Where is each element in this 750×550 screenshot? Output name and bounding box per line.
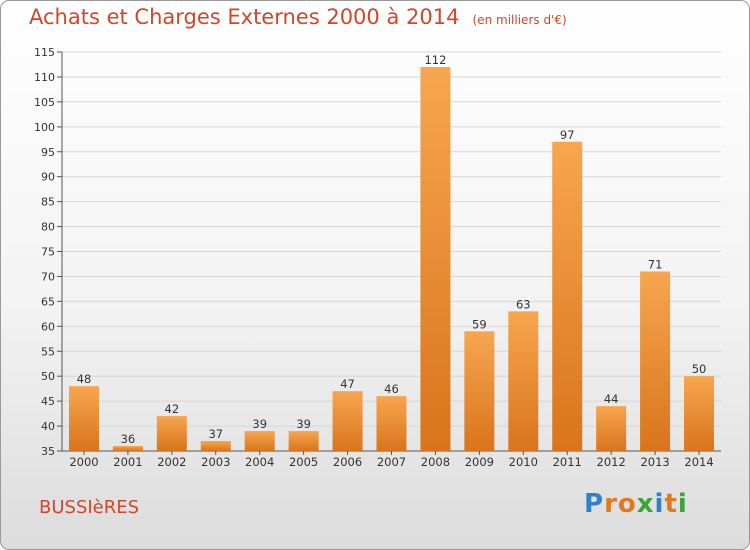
bar-value-label: 112	[424, 53, 446, 67]
y-tick-label: 70	[41, 270, 55, 283]
bar-value-label: 50	[692, 362, 707, 376]
bar	[376, 396, 407, 451]
x-tick-label: 2005	[289, 455, 318, 469]
bar-value-label: 44	[604, 392, 619, 406]
bar	[156, 416, 187, 451]
y-tick-label: 60	[41, 320, 55, 333]
x-tick-label: 2007	[377, 455, 406, 469]
bar	[112, 446, 143, 451]
x-tick-label: 2001	[113, 455, 142, 469]
bar	[200, 441, 231, 451]
bar-value-label: 42	[165, 402, 180, 416]
bar	[684, 376, 715, 451]
chart-title: Achats et Charges Externes 2000 à 2014	[29, 5, 460, 29]
y-tick-label: 75	[41, 246, 55, 259]
y-tick-label: 50	[41, 370, 55, 383]
x-tick-label: 2012	[597, 455, 626, 469]
bar	[640, 271, 671, 451]
bar-value-label: 71	[648, 257, 663, 271]
bar-value-label: 46	[384, 382, 399, 396]
bar-value-label: 37	[208, 427, 223, 441]
y-tick-label: 105	[34, 96, 55, 109]
x-tick-label: 2013	[640, 455, 669, 469]
bar	[68, 386, 99, 451]
x-tick-label: 2014	[684, 455, 713, 469]
y-tick-label: 35	[41, 445, 55, 458]
x-tick-label: 2002	[157, 455, 186, 469]
y-tick-label: 45	[41, 395, 55, 408]
bar-value-label: 48	[77, 372, 92, 386]
bar-value-label: 39	[296, 417, 311, 431]
bar	[288, 431, 319, 451]
bar	[552, 141, 583, 451]
y-tick-label: 115	[34, 46, 55, 59]
x-tick-label: 2010	[509, 455, 538, 469]
x-tick-label: 2011	[553, 455, 582, 469]
x-tick-label: 2003	[201, 455, 230, 469]
y-tick-label: 110	[34, 71, 55, 84]
bar	[508, 311, 539, 451]
chart-title-row: Achats et Charges Externes 2000 à 2014 (…	[29, 5, 567, 29]
x-tick-label: 2004	[245, 455, 274, 469]
bar	[596, 406, 627, 451]
proxiti-logo: Proxiti	[584, 489, 688, 519]
bar-value-label: 97	[560, 128, 575, 142]
x-tick-label: 2008	[421, 455, 450, 469]
x-tick-label: 2000	[69, 455, 98, 469]
y-tick-label: 40	[41, 420, 55, 433]
bar-value-label: 39	[252, 417, 267, 431]
y-tick-label: 100	[34, 121, 55, 134]
y-tick-label: 90	[41, 171, 55, 184]
x-tick-label: 2006	[333, 455, 362, 469]
bar-value-label: 59	[472, 317, 487, 331]
bar	[332, 391, 363, 451]
y-tick-label: 65	[41, 295, 55, 308]
chart-unit-note: (en milliers d'€)	[472, 13, 567, 27]
bar	[244, 431, 275, 451]
bar	[464, 331, 495, 451]
bar-value-label: 47	[340, 377, 355, 391]
commune-name: BUSSIèRES	[39, 497, 140, 518]
bar-value-label: 63	[516, 297, 531, 311]
y-tick-label: 85	[41, 196, 55, 209]
bar-value-label: 36	[121, 432, 136, 446]
y-tick-label: 55	[41, 345, 55, 358]
bar	[420, 66, 451, 452]
y-tick-label: 95	[41, 146, 55, 159]
y-tick-label: 80	[41, 221, 55, 234]
x-tick-label: 2009	[465, 455, 494, 469]
